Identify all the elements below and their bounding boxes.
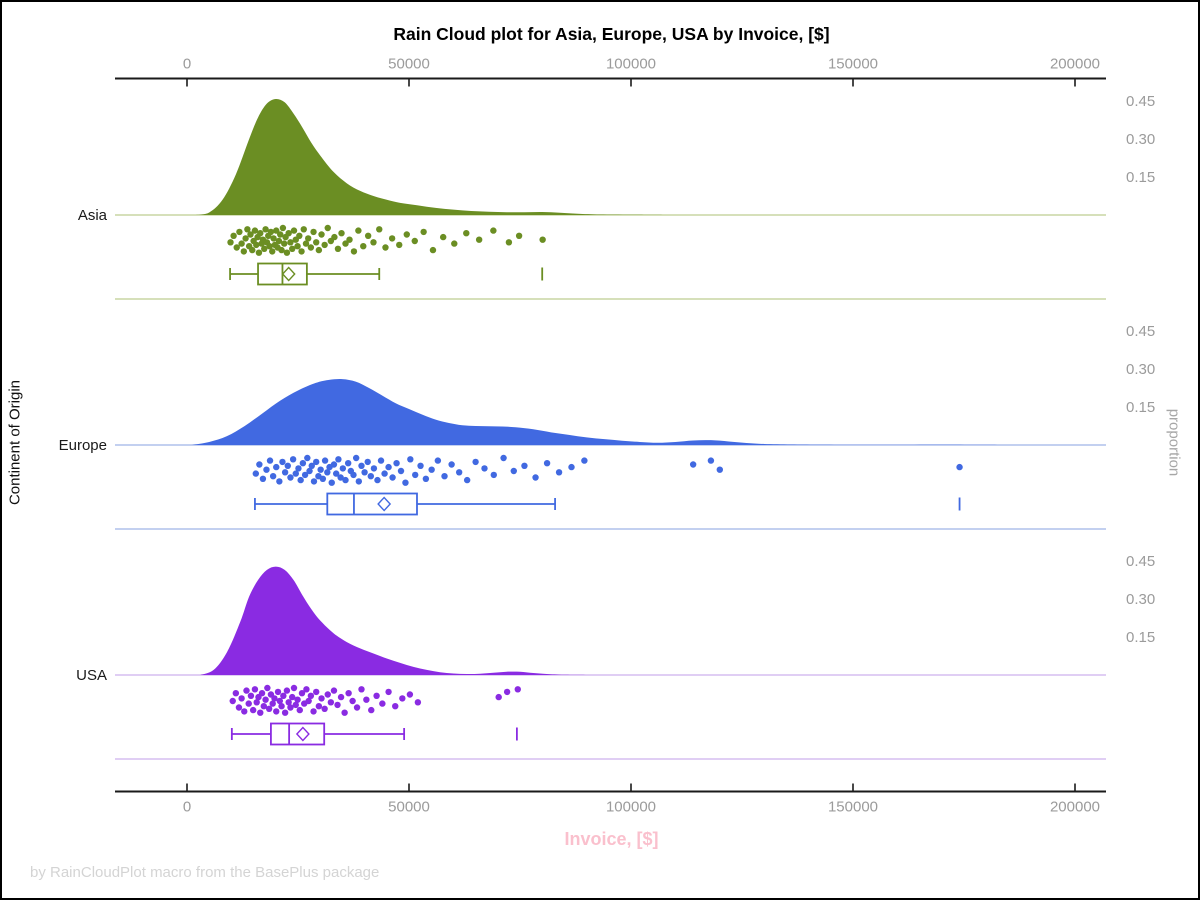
density-curve-usa <box>200 566 596 675</box>
chart-title: Rain Cloud plot for Asia, Europe, USA by… <box>393 24 830 44</box>
svg-text:200000: 200000 <box>1050 799 1100 816</box>
svg-text:50000: 50000 <box>388 56 430 73</box>
mean-diamond-asia <box>281 266 296 282</box>
rain-points-europe <box>252 454 963 486</box>
svg-text:100000: 100000 <box>606 56 656 73</box>
rain-points-asia <box>227 224 546 256</box>
proportion-labels-asia: 0.15 0.30 0.45 <box>1126 93 1155 186</box>
svg-text:100000: 100000 <box>606 799 656 816</box>
left-axis-title: Continent of Origin <box>6 379 24 506</box>
right-axis-title: proportion <box>1165 408 1183 477</box>
svg-text:150000: 150000 <box>828 799 878 816</box>
svg-text:150000: 150000 <box>828 56 878 73</box>
box-plot-usa <box>230 722 518 746</box>
density-curve-europe <box>191 379 1013 445</box>
svg-text:USA: USA <box>76 667 107 684</box>
category-label-asia: Asia <box>78 207 108 224</box>
panel-europe: 0.15 0.30 0.45 Europe <box>59 323 1155 530</box>
proportion-labels-usa: 0.15 0.30 0.45 <box>1126 553 1155 646</box>
svg-text:0.45: 0.45 <box>1126 93 1155 110</box>
svg-text:0.15: 0.15 <box>1126 629 1155 646</box>
mean-diamond-usa <box>295 726 310 742</box>
svg-text:0.45: 0.45 <box>1126 553 1155 570</box>
box-plot-europe <box>254 492 961 516</box>
box-europe <box>326 492 418 516</box>
category-label-europe: Europe <box>59 437 107 454</box>
density-curve-asia <box>195 98 667 215</box>
panel-usa: 0.15 0.30 0.45 USA <box>76 553 1155 760</box>
footnote: by RainCloudPlot macro from the BasePlus… <box>30 864 380 881</box>
box-plot-asia <box>229 262 544 286</box>
svg-text:0: 0 <box>183 56 191 73</box>
panel-asia: 0.15 0.30 0.45 Asia <box>78 93 1155 300</box>
svg-text:Asia: Asia <box>78 207 108 224</box>
bottom-x-axis: 0 50000 100000 150000 200000 <box>115 783 1106 816</box>
svg-text:0.30: 0.30 <box>1126 131 1155 148</box>
rain-points-usa <box>229 684 521 716</box>
proportion-labels-europe: 0.15 0.30 0.45 <box>1126 323 1155 416</box>
svg-text:0.45: 0.45 <box>1126 323 1155 340</box>
mean-diamond-europe <box>377 496 392 512</box>
svg-text:Europe: Europe <box>59 437 107 454</box>
svg-text:50000: 50000 <box>388 799 430 816</box>
svg-text:0.15: 0.15 <box>1126 169 1155 186</box>
svg-text:200000: 200000 <box>1050 56 1100 73</box>
svg-text:0.30: 0.30 <box>1126 591 1155 608</box>
svg-text:0: 0 <box>183 799 191 816</box>
top-x-axis: 0 50000 100000 150000 200000 <box>115 56 1106 87</box>
svg-text:0.30: 0.30 <box>1126 361 1155 378</box>
category-label-usa: USA <box>76 667 107 684</box>
svg-text:0.15: 0.15 <box>1126 399 1155 416</box>
x-axis-title: Invoice, [$] <box>564 829 659 849</box>
